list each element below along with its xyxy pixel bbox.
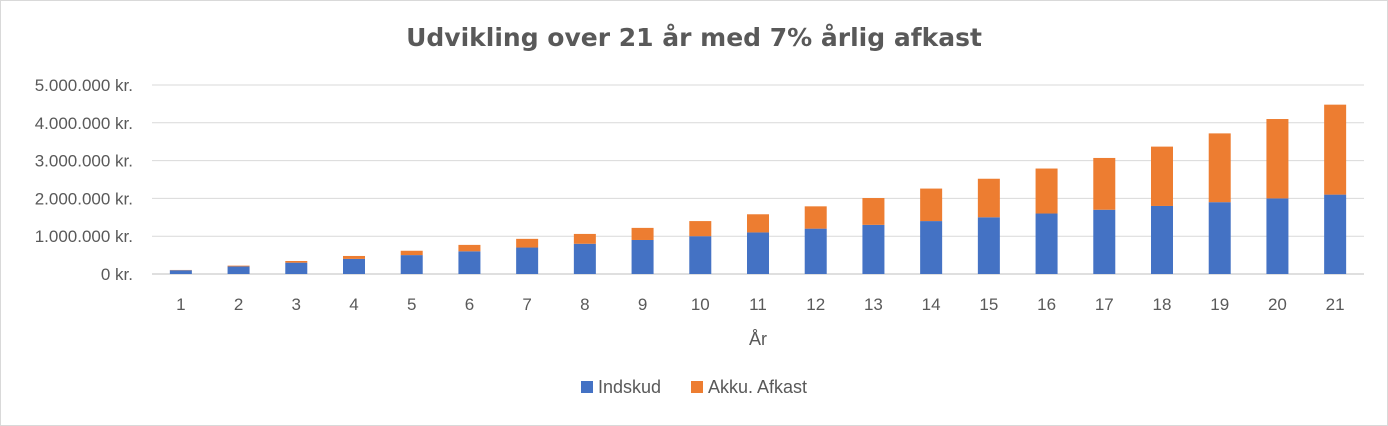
bar-afkast <box>516 238 539 248</box>
bar-afkast <box>227 265 250 267</box>
bar-afkast <box>977 178 1000 218</box>
bar-afkast <box>1093 157 1116 210</box>
x-tick-label: 16 <box>1037 295 1056 314</box>
bar-afkast <box>1324 104 1347 195</box>
bar-indskud <box>1208 202 1231 274</box>
bar-afkast <box>1151 146 1173 206</box>
bar-afkast <box>400 250 423 256</box>
bar-indskud <box>1324 194 1347 274</box>
bar-indskud <box>400 255 423 274</box>
bar-indskud <box>573 243 596 274</box>
bar-afkast <box>689 221 712 237</box>
bar-afkast <box>1035 168 1058 214</box>
x-tick-label: 8 <box>580 295 589 314</box>
x-tick-label: 1 <box>176 295 185 314</box>
bar-afkast <box>458 244 481 252</box>
bar-afkast <box>862 198 885 225</box>
bar-afkast <box>631 227 654 240</box>
legend-label: Akku. Afkast <box>708 377 807 397</box>
bar-afkast <box>747 214 769 233</box>
bar-afkast <box>343 255 365 259</box>
x-tick-label: 2 <box>234 295 243 314</box>
x-tick-label: 18 <box>1153 295 1172 314</box>
y-tick-label: 2.000.000 kr. <box>35 189 133 208</box>
legend-swatch <box>581 381 593 393</box>
y-tick-label: 0 kr. <box>101 265 133 284</box>
x-tick-label: 13 <box>864 295 883 314</box>
bar-indskud <box>977 217 1000 274</box>
bar-indskud <box>862 224 885 274</box>
bar-indskud <box>1035 213 1058 274</box>
bar-afkast <box>920 188 943 222</box>
bar-indskud <box>689 236 712 274</box>
x-tick-label: 17 <box>1095 295 1114 314</box>
x-tick-label: 14 <box>922 295 941 314</box>
bar-indskud <box>747 232 769 274</box>
x-tick-label: 3 <box>292 295 301 314</box>
bar-indskud <box>1266 198 1289 274</box>
x-tick-label: 6 <box>465 295 474 314</box>
x-tick-label: 7 <box>522 295 531 314</box>
x-axis-title: År <box>749 329 767 349</box>
bar-indskud <box>343 258 365 274</box>
y-tick-label: 4.000.000 kr. <box>35 114 133 133</box>
x-tick-label: 4 <box>349 295 358 314</box>
bar-indskud <box>1093 209 1116 274</box>
x-tick-label: 20 <box>1268 295 1287 314</box>
bar-afkast <box>573 233 596 244</box>
bar-indskud <box>804 228 827 274</box>
bar-indskud <box>631 239 654 274</box>
x-tick-label: 10 <box>691 295 710 314</box>
x-tick-label: 12 <box>806 295 825 314</box>
bar-afkast <box>1208 133 1231 203</box>
y-tick-label: 1.000.000 kr. <box>35 227 133 246</box>
y-tick-label: 3.000.000 kr. <box>35 152 133 171</box>
x-tick-label: 9 <box>638 295 647 314</box>
y-tick-label: 5.000.000 kr. <box>35 76 133 95</box>
x-tick-label: 21 <box>1326 295 1345 314</box>
bar-indskud <box>920 221 943 274</box>
bar-indskud <box>169 270 192 274</box>
x-tick-label: 11 <box>749 295 767 314</box>
legend-swatch <box>691 381 703 393</box>
x-tick-label: 15 <box>979 295 998 314</box>
bar-indskud <box>458 251 481 274</box>
bar-indskud <box>285 262 308 274</box>
bar-indskud <box>516 247 539 274</box>
bar-afkast <box>804 206 827 229</box>
bar-afkast <box>285 260 308 263</box>
bar-indskud <box>1151 205 1173 274</box>
legend-label: Indskud <box>598 377 661 397</box>
x-tick-label: 19 <box>1210 295 1229 314</box>
x-tick-label: 5 <box>407 295 416 314</box>
bar-afkast <box>1266 119 1289 199</box>
chart-title: Udvikling over 21 år med 7% årlig afkast <box>406 23 982 52</box>
bar-indskud <box>227 266 250 274</box>
